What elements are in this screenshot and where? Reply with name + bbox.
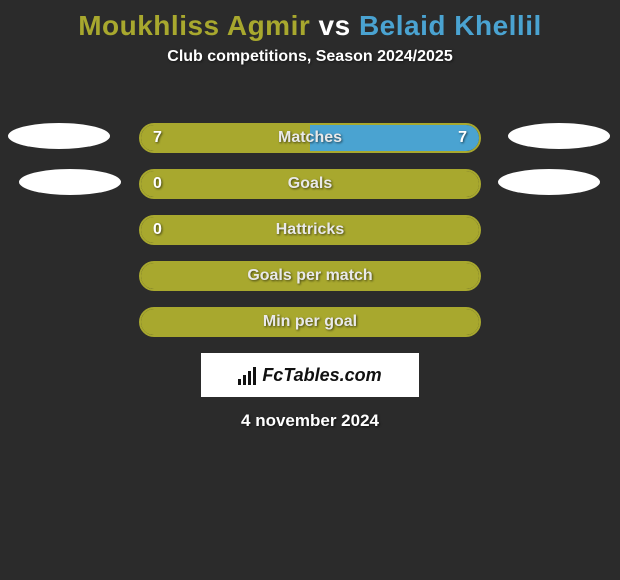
player2-photo-placeholder xyxy=(508,123,610,149)
stat-value-right: 7 xyxy=(458,129,467,147)
stat-bar-min-per-goal: Min per goal xyxy=(139,307,481,337)
stat-label: Goals per match xyxy=(247,267,372,285)
stat-label: Min per goal xyxy=(263,313,357,331)
comparison-title: Moukhliss Agmir vs Belaid Khellil xyxy=(0,0,620,48)
player2-name: Belaid Khellil xyxy=(359,10,542,41)
subtitle: Club competitions, Season 2024/2025 xyxy=(0,48,620,66)
fctables-logo: FcTables.com xyxy=(201,353,419,397)
stat-bar-hattricks: Hattricks 0 xyxy=(139,215,481,245)
stat-bar-matches: Matches 7 7 xyxy=(139,123,481,153)
player1-name: Moukhliss Agmir xyxy=(78,10,310,41)
stat-value-left: 0 xyxy=(153,175,162,193)
player1-photo-placeholder xyxy=(8,123,110,149)
player1-photo-placeholder xyxy=(19,169,121,195)
logo-bars-icon xyxy=(238,365,258,385)
logo-label: FcTables.com xyxy=(262,365,381,386)
stat-value-left: 0 xyxy=(153,221,162,239)
vs-text: vs xyxy=(310,10,359,41)
stat-label: Matches xyxy=(278,129,342,147)
player2-photo-placeholder xyxy=(498,169,600,195)
stat-label: Goals xyxy=(288,175,332,193)
date-text: 4 november 2024 xyxy=(0,411,620,431)
stat-bar-goals-per-match: Goals per match xyxy=(139,261,481,291)
logo-text: FcTables.com xyxy=(238,365,381,386)
stat-value-left: 7 xyxy=(153,129,162,147)
stat-label: Hattricks xyxy=(276,221,344,239)
stat-bar-goals: Goals 0 xyxy=(139,169,481,199)
